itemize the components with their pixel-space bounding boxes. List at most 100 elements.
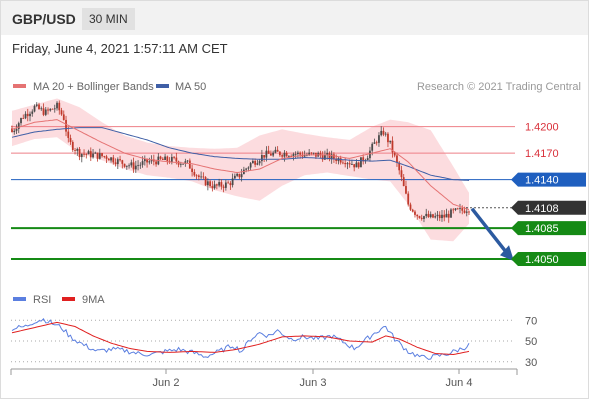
candle-body xyxy=(98,153,101,159)
candle xyxy=(432,213,434,219)
candle-body xyxy=(247,167,250,169)
candle xyxy=(321,151,324,162)
ma20-legend-label: MA 20 + Bollinger Bands xyxy=(33,81,154,93)
candle-body xyxy=(83,153,85,155)
candle xyxy=(238,173,241,180)
candle-body xyxy=(114,162,117,165)
candle xyxy=(220,179,223,190)
candle-body xyxy=(454,208,457,210)
candle-body xyxy=(215,184,218,186)
candle xyxy=(391,136,394,158)
candle xyxy=(231,173,234,188)
candle-body xyxy=(256,163,259,165)
ma50-legend-label: MA 50 xyxy=(175,81,206,93)
candle xyxy=(47,107,49,115)
candle-body xyxy=(384,133,387,135)
candle xyxy=(35,102,38,108)
candle xyxy=(137,160,139,171)
candle-body xyxy=(326,152,329,155)
candle-body xyxy=(146,158,148,163)
candle-body xyxy=(441,214,443,219)
candle xyxy=(396,152,398,167)
candle-body xyxy=(35,104,38,106)
candle xyxy=(89,147,92,162)
candle-body xyxy=(159,156,162,159)
candle xyxy=(51,108,54,110)
candle xyxy=(20,117,22,126)
candle-body xyxy=(222,186,225,188)
candle xyxy=(384,131,387,137)
candle-body xyxy=(285,152,288,157)
moving-averages-layer xyxy=(11,119,514,262)
candle xyxy=(65,115,67,137)
candle-body xyxy=(67,131,70,138)
candle xyxy=(434,212,437,219)
candle-body xyxy=(423,216,425,219)
candle-body xyxy=(155,161,157,165)
candle xyxy=(130,159,133,168)
candle-body xyxy=(227,182,230,184)
candle-body xyxy=(468,211,470,213)
candle-body xyxy=(193,171,196,176)
candle xyxy=(263,155,266,162)
candle xyxy=(438,211,441,222)
candle-body xyxy=(278,151,281,156)
candle xyxy=(94,151,97,154)
candle xyxy=(353,164,356,172)
candle xyxy=(170,153,173,165)
candle-body xyxy=(265,150,268,158)
candle xyxy=(260,149,263,166)
candle xyxy=(405,180,407,195)
level-1.4170-label: 1.4170 xyxy=(525,148,559,160)
timeframe-badge[interactable]: 30 MIN xyxy=(82,8,135,30)
rsi-tick-50: 50 xyxy=(525,336,537,348)
candle xyxy=(166,155,169,165)
candle xyxy=(13,128,16,135)
candle-body xyxy=(409,204,412,210)
candle-body xyxy=(179,163,182,165)
candle-body xyxy=(33,105,36,112)
candle xyxy=(411,208,414,213)
candle xyxy=(342,159,344,165)
candle-body xyxy=(132,162,135,170)
candle xyxy=(80,153,83,163)
candle xyxy=(267,145,270,154)
candle-body xyxy=(116,159,119,165)
candle xyxy=(123,163,126,168)
candle-body xyxy=(405,186,407,194)
candle xyxy=(328,151,331,162)
candle xyxy=(447,210,450,223)
candle-body xyxy=(429,214,432,218)
candle-body xyxy=(357,162,360,168)
level-1.4050-tag xyxy=(511,251,586,266)
timestamp: Friday, June 4, 2021 1:57:11 AM CET xyxy=(12,41,228,56)
candle xyxy=(202,172,205,180)
candle xyxy=(110,156,112,163)
candle xyxy=(49,108,52,112)
candle xyxy=(193,169,196,177)
candle-body xyxy=(335,158,338,162)
candle-body xyxy=(452,209,455,211)
bollinger-band xyxy=(12,98,469,242)
candle-body xyxy=(42,108,45,115)
candle-body xyxy=(272,152,275,156)
candle xyxy=(206,178,209,191)
candle-body xyxy=(96,152,99,159)
candle xyxy=(441,209,443,222)
candle-body xyxy=(123,163,126,167)
candle-body xyxy=(288,155,290,157)
candle xyxy=(114,158,117,167)
candle xyxy=(254,158,257,168)
candle-body xyxy=(456,208,459,210)
candle xyxy=(269,150,272,156)
candle xyxy=(380,126,383,137)
candle xyxy=(58,100,61,115)
candle-body xyxy=(447,213,450,218)
candle-body xyxy=(416,214,419,217)
candle xyxy=(26,108,29,122)
candle xyxy=(209,179,212,188)
candle-body xyxy=(463,210,466,213)
candle-body xyxy=(213,184,216,189)
candle-body xyxy=(312,152,315,154)
